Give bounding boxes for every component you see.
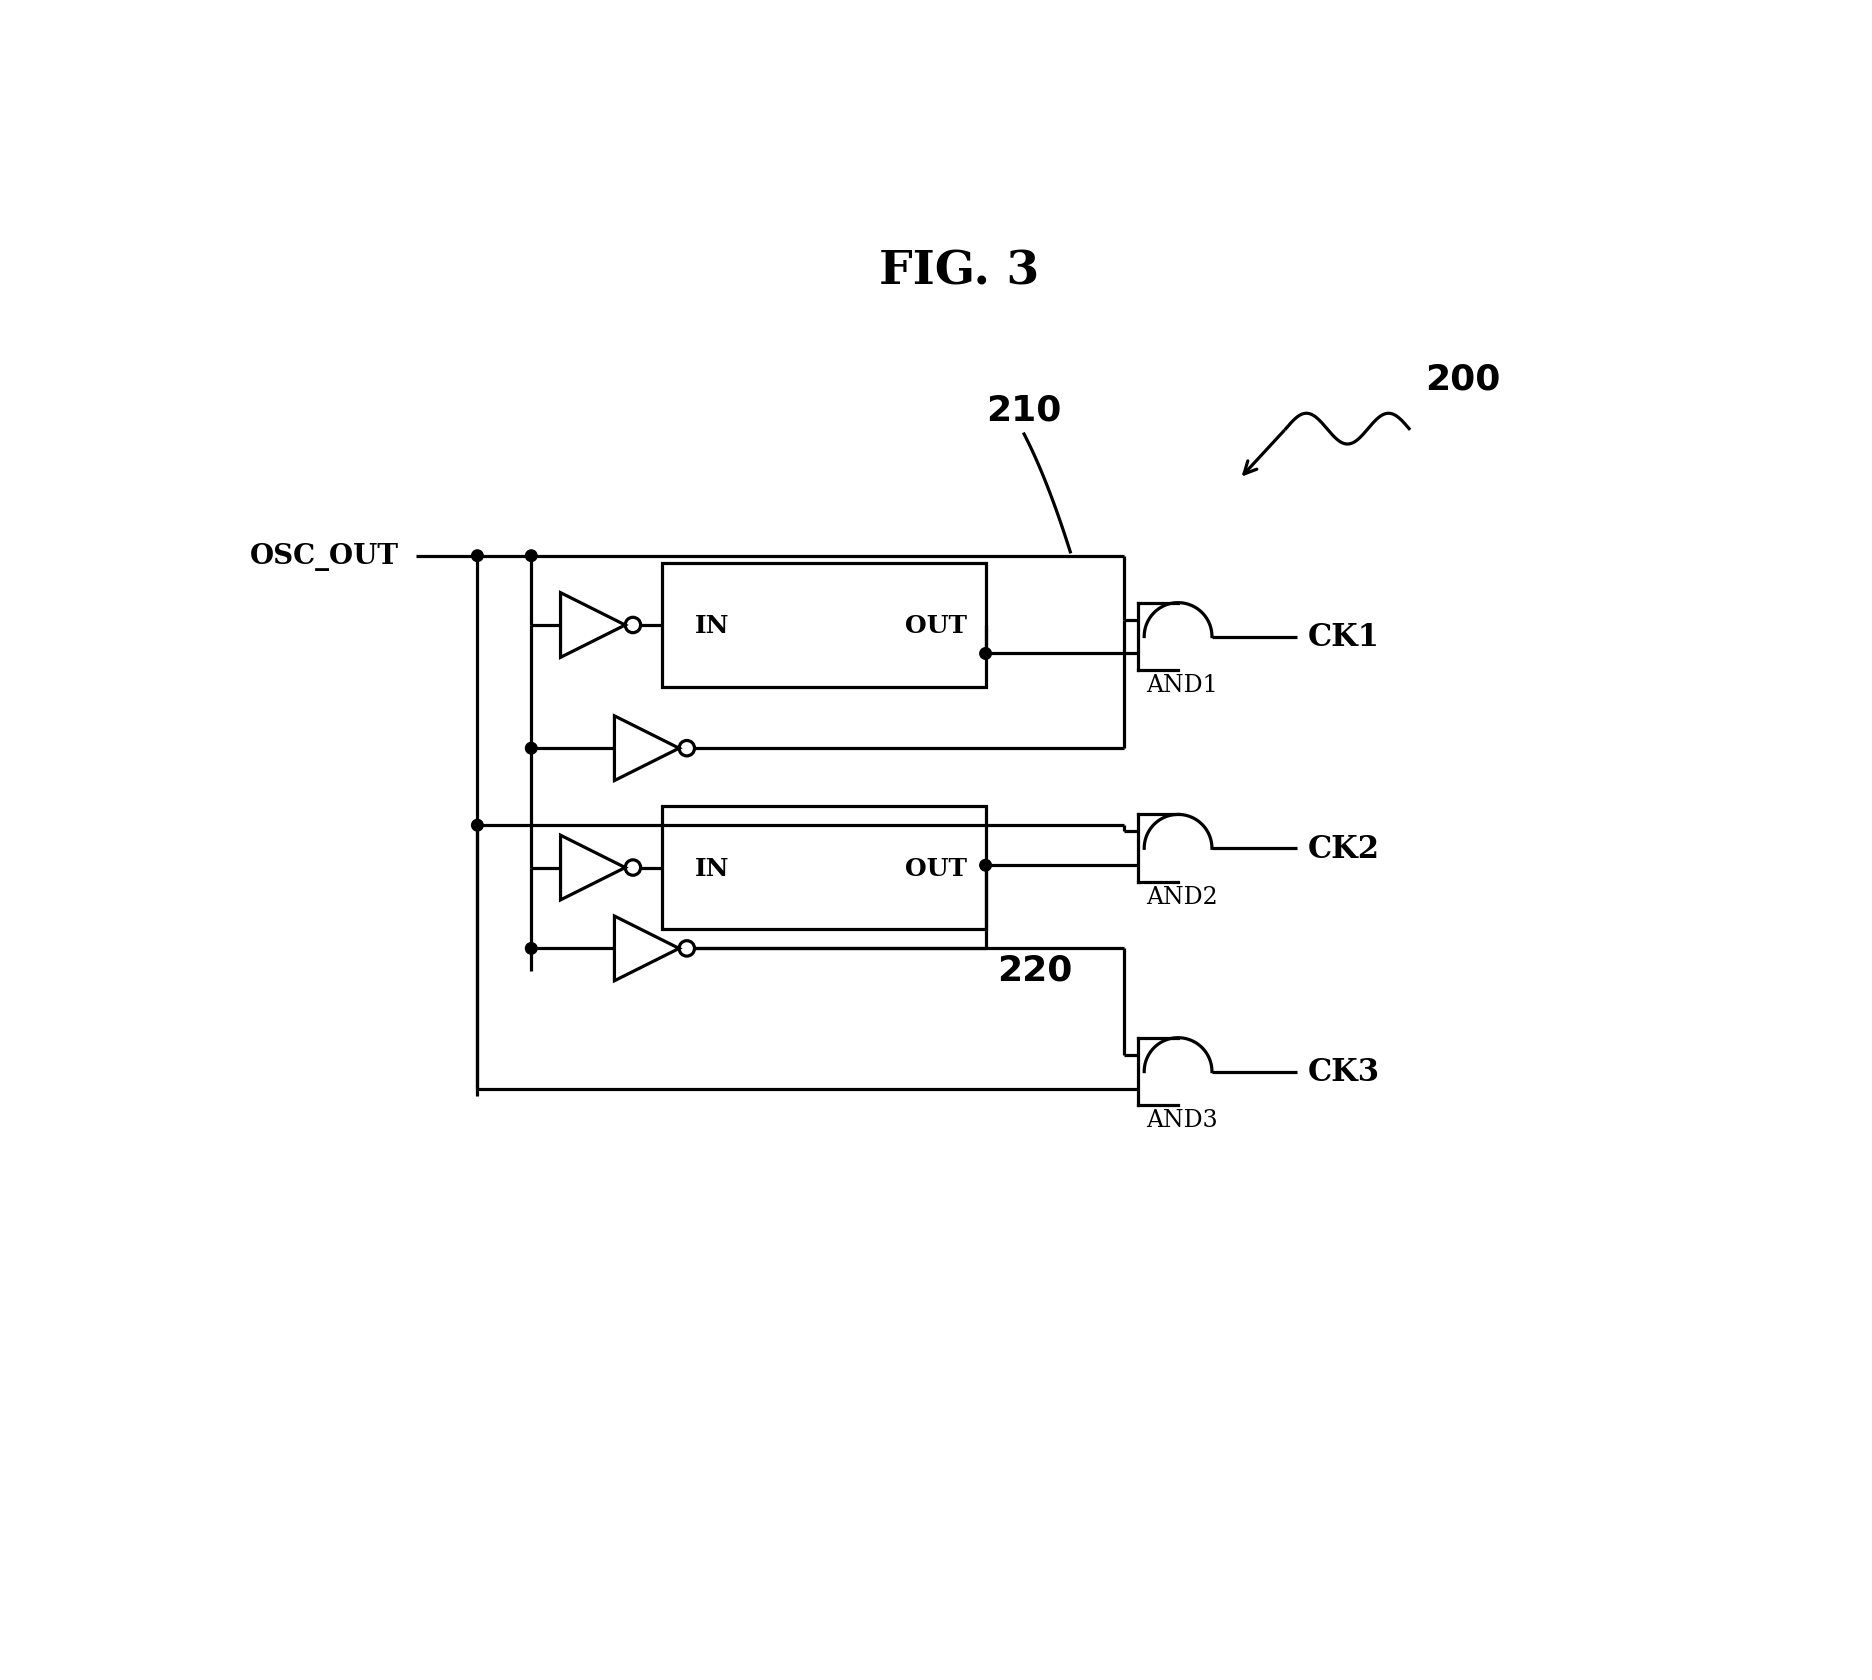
Circle shape bbox=[979, 648, 992, 660]
Circle shape bbox=[472, 551, 483, 563]
Text: AND3: AND3 bbox=[1146, 1109, 1219, 1131]
Text: AND1: AND1 bbox=[1146, 674, 1219, 697]
Bar bbox=[663, 564, 985, 687]
Bar bbox=[663, 806, 985, 929]
Text: OUT: OUT bbox=[904, 613, 966, 638]
Text: 220: 220 bbox=[998, 953, 1073, 988]
Circle shape bbox=[979, 860, 992, 872]
Text: OUT: OUT bbox=[904, 857, 966, 880]
Text: CK1: CK1 bbox=[1309, 622, 1380, 652]
Text: IN: IN bbox=[695, 613, 730, 638]
Circle shape bbox=[526, 743, 537, 754]
Text: CK2: CK2 bbox=[1309, 833, 1380, 864]
Text: 200: 200 bbox=[1425, 363, 1501, 396]
Text: AND2: AND2 bbox=[1146, 885, 1219, 907]
Circle shape bbox=[526, 551, 537, 563]
Text: 210: 210 bbox=[987, 393, 1061, 427]
Circle shape bbox=[472, 820, 483, 832]
Text: CK3: CK3 bbox=[1309, 1057, 1380, 1087]
Text: IN: IN bbox=[695, 857, 730, 880]
Text: OSC_OUT: OSC_OUT bbox=[251, 543, 399, 570]
Text: FIG. 3: FIG. 3 bbox=[880, 249, 1039, 294]
Circle shape bbox=[526, 942, 537, 954]
